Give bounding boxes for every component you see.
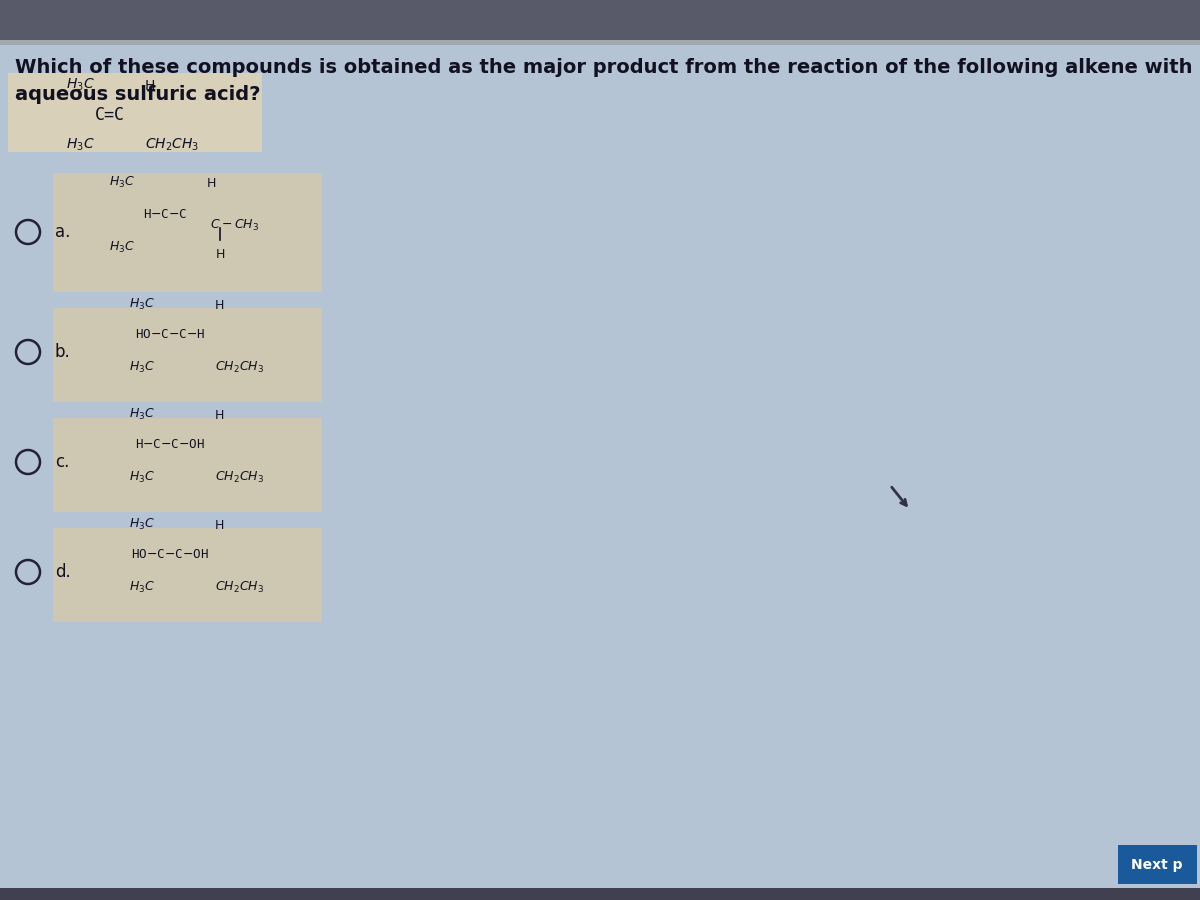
Text: c.: c.: [55, 453, 70, 471]
Text: $CH_2CH_3$: $CH_2CH_3$: [215, 470, 264, 485]
Text: H$-$C$-$C: H$-$C$-$C: [143, 209, 187, 221]
Text: a.: a.: [55, 223, 71, 241]
Text: $CH_2CH_3$: $CH_2CH_3$: [145, 137, 199, 153]
Text: $CH_2CH_3$: $CH_2CH_3$: [215, 360, 264, 375]
Text: $H_3C$: $H_3C$: [128, 580, 155, 595]
Text: H: H: [215, 248, 224, 261]
Text: H$-$C$-$C$-$OH: H$-$C$-$C$-$OH: [134, 438, 205, 452]
Text: H: H: [208, 177, 216, 190]
Text: H: H: [145, 79, 155, 93]
Text: $H_3C$: $H_3C$: [128, 470, 155, 485]
Text: $H_3C$: $H_3C$: [128, 297, 155, 312]
FancyBboxPatch shape: [8, 73, 262, 152]
Text: $H_3C$: $H_3C$: [66, 76, 95, 93]
Text: HO$-$C$-$C$-$OH: HO$-$C$-$C$-$OH: [131, 548, 209, 562]
FancyBboxPatch shape: [53, 173, 322, 292]
FancyBboxPatch shape: [53, 308, 322, 402]
FancyBboxPatch shape: [1118, 845, 1198, 884]
Text: $C-CH_3$: $C-CH_3$: [210, 218, 259, 232]
Text: $H_3C$: $H_3C$: [128, 407, 155, 422]
Text: $CH_2CH_3$: $CH_2CH_3$: [215, 580, 264, 595]
Text: H: H: [215, 299, 224, 312]
FancyBboxPatch shape: [0, 888, 1200, 900]
Text: $H_3C$: $H_3C$: [109, 175, 134, 190]
FancyBboxPatch shape: [53, 528, 322, 622]
Text: aqueous sulfuric acid?: aqueous sulfuric acid?: [14, 85, 260, 104]
FancyBboxPatch shape: [53, 418, 322, 512]
FancyBboxPatch shape: [0, 40, 1200, 45]
Text: $H_3C$: $H_3C$: [66, 137, 95, 153]
FancyBboxPatch shape: [0, 0, 1200, 40]
Text: Next p: Next p: [1132, 858, 1183, 872]
Text: $H_3C$: $H_3C$: [128, 360, 155, 375]
Text: C=C: C=C: [95, 106, 125, 124]
Text: $H_3C$: $H_3C$: [128, 517, 155, 532]
Text: $H_3C$: $H_3C$: [109, 240, 134, 255]
Text: H: H: [215, 519, 224, 532]
Text: d.: d.: [55, 563, 71, 581]
Text: Which of these compounds is obtained as the major product from the reaction of t: Which of these compounds is obtained as …: [14, 58, 1193, 77]
Text: HO$-$C$-$C$-$H: HO$-$C$-$C$-$H: [134, 328, 205, 341]
Text: b.: b.: [55, 343, 71, 361]
Text: H: H: [215, 409, 224, 422]
